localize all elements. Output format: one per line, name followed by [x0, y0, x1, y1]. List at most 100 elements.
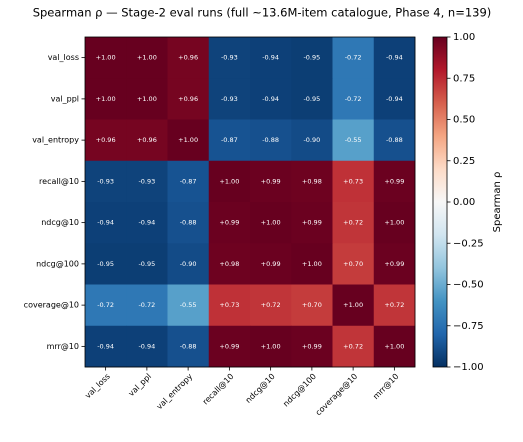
cell-label: +0.73 — [219, 301, 239, 309]
cell-label: +0.70 — [302, 301, 322, 309]
cell-label: -0.72 — [138, 301, 155, 309]
cell-label: +1.00 — [137, 54, 157, 62]
cell-label: +0.99 — [302, 219, 322, 227]
cell-label: -0.90 — [303, 136, 320, 144]
heatmap-cell — [85, 119, 127, 162]
colorbar-tick-label: −0.25 — [453, 238, 484, 249]
cell-label: -0.95 — [303, 95, 320, 103]
heatmap-cell — [167, 78, 210, 120]
heatmap-cell — [167, 325, 210, 368]
heatmap-cell — [373, 284, 416, 327]
cell-label: +0.99 — [302, 342, 322, 350]
heatmap-cell — [291, 119, 333, 162]
heatmap-cell — [167, 160, 210, 203]
colorbar-tick-label: 0.50 — [453, 115, 475, 126]
cell-label: +0.98 — [302, 177, 322, 185]
cell-label: +0.96 — [137, 136, 157, 144]
heatmap-cell — [167, 284, 210, 327]
heatmap-cell — [250, 78, 292, 120]
cell-label: +0.99 — [261, 260, 281, 268]
cell-label: +1.00 — [384, 219, 404, 227]
x-tick-label: coverage@10 — [314, 372, 359, 417]
cell-label: -0.72 — [345, 54, 362, 62]
y-tick-label: val_entropy — [32, 136, 79, 145]
heatmap-cell — [250, 37, 292, 79]
cell-label: -0.94 — [97, 219, 114, 227]
heatmap-cell — [373, 243, 416, 285]
cell-label: +0.70 — [343, 260, 363, 268]
y-tick-label: ndcg@10 — [41, 218, 79, 227]
heatmap-cell — [126, 284, 168, 327]
plot-frame — [84, 36, 416, 368]
heatmap-cell — [208, 202, 251, 244]
heatmap-cell — [373, 202, 416, 244]
heatmap-cell — [126, 78, 168, 120]
heatmap-cell — [250, 243, 292, 285]
heatmap-cell — [85, 160, 127, 203]
heatmap-cell — [208, 160, 251, 203]
heatmap-cell — [373, 160, 416, 203]
cell-label: +1.00 — [302, 260, 322, 268]
cell-label: +0.96 — [178, 54, 198, 62]
cell-label: -0.87 — [180, 177, 197, 185]
cell-label: -0.88 — [262, 136, 279, 144]
x-tick-label: mrr@10 — [371, 372, 400, 401]
colorbar-label: Spearman ρ — [492, 172, 503, 233]
heatmap-cell — [250, 202, 292, 244]
heatmap-cell — [291, 202, 333, 244]
colorbar-tick-label: 0.00 — [453, 197, 475, 208]
heatmap-cell — [332, 202, 375, 244]
cell-label: -0.55 — [345, 136, 362, 144]
cell-label: +1.00 — [261, 219, 281, 227]
x-tick-label: recall@10 — [201, 372, 236, 407]
heatmap-cell — [291, 160, 333, 203]
heatmap-cell — [291, 325, 333, 368]
cell-label: +0.99 — [261, 177, 281, 185]
heatmap-cell — [167, 119, 210, 162]
cell-label: +0.99 — [384, 260, 404, 268]
cell-label: +0.99 — [219, 219, 239, 227]
heatmap-cell — [208, 325, 251, 368]
heatmap-cell — [126, 160, 168, 203]
heatmap-cell — [332, 160, 375, 203]
cell-label: +1.00 — [261, 342, 281, 350]
y-tick-label: val_ppl — [51, 94, 79, 103]
cell-label: +0.99 — [219, 342, 239, 350]
heatmap-cell — [208, 243, 251, 285]
x-tick-label: ndcg@100 — [281, 372, 318, 409]
cell-label: -0.93 — [221, 95, 238, 103]
cell-label: -0.88 — [386, 136, 403, 144]
heatmap-cell — [85, 78, 127, 120]
heatmap-cell — [208, 119, 251, 162]
heatmap-cell — [332, 78, 375, 120]
colorbar-tick-label: −0.50 — [453, 280, 484, 291]
cell-label: -0.55 — [180, 301, 197, 309]
cell-label: -0.90 — [180, 260, 197, 268]
cell-label: -0.94 — [138, 342, 155, 350]
heatmap-cell — [208, 78, 251, 120]
y-tick-label: ndcg@100 — [36, 259, 79, 268]
heatmap-cell — [291, 78, 333, 120]
heatmap-cell — [332, 325, 375, 368]
heatmap-cell — [250, 160, 292, 203]
heatmap-cell — [208, 37, 251, 79]
cell-label: -0.93 — [97, 177, 114, 185]
cell-label: -0.94 — [262, 54, 279, 62]
y-tick-label: coverage@10 — [24, 301, 79, 310]
cell-label: -0.93 — [221, 54, 238, 62]
cell-label: +0.72 — [384, 301, 404, 309]
heatmap-cell — [332, 243, 375, 285]
cell-label: +0.96 — [178, 95, 198, 103]
x-tick-label: ndcg@10 — [244, 372, 277, 405]
cell-label: +1.00 — [137, 95, 157, 103]
heatmap-cell — [332, 284, 375, 327]
x-tick-label: val_loss — [83, 372, 112, 401]
heatmap-cell — [250, 284, 292, 327]
colorbar-tick-label: 0.75 — [453, 73, 475, 84]
cell-label: +0.72 — [261, 301, 281, 309]
heatmap-cell — [291, 37, 333, 79]
cell-label: +1.00 — [96, 54, 116, 62]
colorbar-tick-label: 1.00 — [453, 32, 475, 43]
cell-label: +1.00 — [219, 177, 239, 185]
heatmap-cell — [373, 119, 416, 162]
